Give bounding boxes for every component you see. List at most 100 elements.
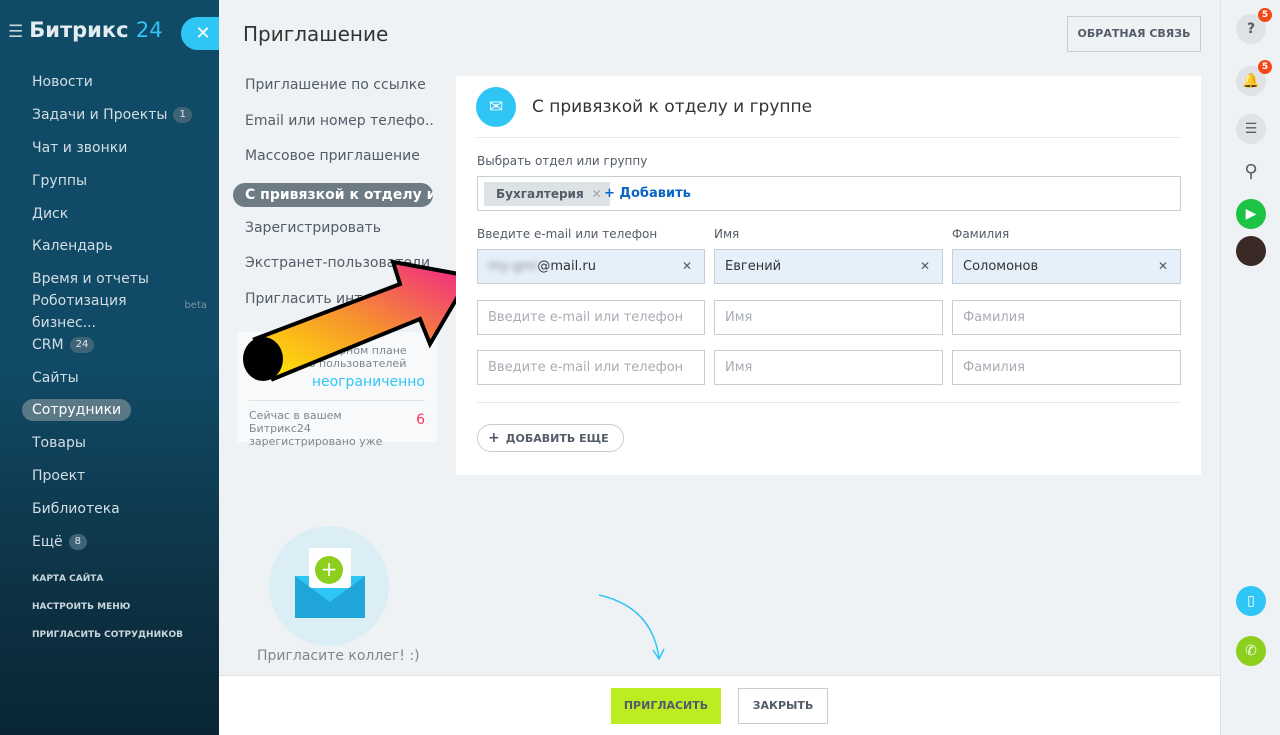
clear-icon[interactable]: ✕ [681, 259, 692, 273]
arrow-annotation-icon [243, 259, 474, 382]
surname-value: Соломонов [963, 259, 1039, 274]
email-field-1[interactable]: my-gmi@mail.ru ✕ [477, 249, 705, 284]
sidebar-item-label: Задачи и Проекты [32, 107, 168, 124]
sidebar-item-label: Проект [32, 467, 86, 484]
invite-panel: Приглашение ОБРАТНАЯ СВЯЗЬ Приглашение п… [219, 0, 1220, 735]
sidebar-item[interactable]: Сайты [20, 361, 219, 394]
beta-tag: beta [184, 299, 207, 311]
help-badge: 5 [1258, 8, 1272, 22]
sidebar-item[interactable]: Задачи и Проекты 1 [20, 99, 219, 132]
menu-item-department[interactable]: С привязкой к отделу и ... [233, 182, 433, 207]
invite-employees-link[interactable]: ПРИГЛАСИТЬ СОТРУДНИКОВ [32, 630, 183, 640]
page-title: Приглашение [243, 22, 389, 46]
sidebar-item[interactable]: Диск [20, 197, 219, 230]
chat-icon[interactable]: ☰ [1236, 114, 1266, 144]
card-title: С привязкой к отделу и группе [532, 96, 813, 117]
name-field-1[interactable]: Евгений ✕ [714, 249, 943, 284]
menu-item-email[interactable]: Email или номер телефо... [245, 112, 433, 129]
invite-colleagues-text: Пригласите коллег! :) [257, 648, 420, 664]
sidebar-item[interactable]: CRM 24 [20, 328, 219, 361]
chat-envelope-icon: ✉ [476, 86, 516, 127]
sidebar-item-label: Чат и звонки [32, 139, 128, 156]
sidebar-item[interactable]: Группы [20, 164, 219, 197]
name-field-3[interactable]: Имя [714, 350, 943, 385]
menu-item-extranet[interactable]: Экстранет-пользователи [245, 255, 431, 271]
footer: ПРИГЛАСИТЬ ЗАКРЫТЬ [219, 675, 1220, 735]
mobile-app-icon[interactable]: ▯ [1236, 586, 1266, 616]
sidebar-item-label: Календарь [32, 238, 113, 255]
phone-icon[interactable]: ✆ [1236, 636, 1266, 666]
configure-menu-link[interactable]: НАСТРОИТЬ МЕНЮ [32, 602, 131, 612]
invite-envelope-icon: + [269, 526, 389, 646]
menu-item-link[interactable]: Приглашение по ссылке [245, 77, 426, 93]
invite-card: ✉ С привязкой к отделу и группе Выбрать … [456, 76, 1201, 475]
name-field-2[interactable]: Имя [714, 300, 943, 335]
sidebar-item[interactable]: Проект [20, 460, 219, 493]
sidebar-item-label: Ещё [32, 533, 63, 550]
sidebar-item-label: Время и отчеты [32, 271, 149, 288]
video-call-icon[interactable]: ▶ [1236, 199, 1266, 229]
card-header: ✉ С привязкой к отделу и группе [476, 76, 1181, 138]
sidebar-item-label: Сотрудники [22, 399, 132, 422]
avatar[interactable] [1236, 236, 1266, 266]
add-dept-link[interactable]: + Добавить [604, 186, 691, 201]
menu-item-register[interactable]: Зарегистрировать [245, 219, 382, 236]
remove-tag-icon[interactable]: ✕ [591, 187, 602, 201]
help-icon[interactable]: ? 5 [1236, 8, 1272, 44]
sidebar-links: КАРТА САЙТА НАСТРОИТЬ МЕНЮ ПРИГЛАСИТЬ СО… [32, 574, 183, 658]
sidebar-item[interactable]: Ещё 8 [20, 525, 219, 558]
counter-badge: 8 [68, 533, 88, 550]
curved-arrow-icon [598, 594, 665, 661]
sidebar-item-label: Новости [32, 74, 93, 91]
email-field-3[interactable]: Введите e-mail или телефон [477, 350, 705, 385]
notif-badge: 5 [1258, 60, 1272, 74]
sidebar-item[interactable]: Библиотека [20, 492, 219, 525]
surname-field-1[interactable]: Соломонов ✕ [952, 249, 1181, 284]
sidebar-item[interactable]: Роботизация бизнес... beta [20, 293, 219, 331]
logo[interactable]: ☰ Битрикс 24 [8, 18, 163, 42]
sidebar-item-label: CRM [32, 336, 64, 353]
sidebar-item[interactable]: Товары [20, 427, 219, 460]
divider [477, 402, 1181, 403]
right-bar: ? 5 🔔 5 ☰ ⚲ ▶ ▯ ✆ [1220, 0, 1280, 735]
search-icon[interactable]: ⚲ [1244, 160, 1258, 182]
bell-icon[interactable]: 🔔 5 [1236, 60, 1272, 96]
sidebar-item-label: Диск [32, 205, 69, 222]
sidebar-item[interactable]: Календарь [20, 230, 219, 263]
sidebar-item-label: Сайты [32, 369, 79, 386]
svg-text:+: + [321, 557, 338, 581]
surname-field-2[interactable]: Фамилия [952, 300, 1181, 335]
site-map-link[interactable]: КАРТА САЙТА [32, 574, 104, 584]
close-button[interactable]: ЗАКРЫТЬ [738, 688, 828, 724]
plan-unlimited: неограниченно [311, 374, 425, 390]
surname-field-3[interactable]: Фамилия [952, 350, 1181, 385]
sidebar-item[interactable]: Сотрудники [20, 394, 219, 427]
col-surname: Фамилия [952, 227, 1010, 241]
invite-button[interactable]: ПРИГЛАСИТЬ [611, 688, 721, 724]
sidebar-item[interactable]: Новости [20, 66, 219, 99]
nav: Новости Задачи и Проекты 1 Чат и звонки Груп… [20, 66, 219, 558]
add-more-label: ДОБАВИТЬ ЕЩЕ [505, 432, 609, 445]
dept-selector[interactable]: Бухгалтерия ✕ + Добавить [477, 176, 1181, 211]
sidebar-item[interactable]: Чат и звонки [20, 132, 219, 165]
sidebar: ☰ Битрикс 24 Новости Задачи и Проекты 1 Чат … [0, 0, 219, 735]
name-value: Евгений [725, 259, 782, 274]
col-name: Имя [714, 227, 740, 241]
add-more-button[interactable]: + ДОБАВИТЬ ЕЩЕ [477, 424, 624, 452]
logo-text: Битрикс [29, 18, 129, 42]
sidebar-item[interactable]: Время и отчеты [20, 263, 219, 296]
email-field-2[interactable]: Введите e-mail или телефон [477, 300, 705, 335]
sidebar-item-label: Группы [32, 172, 88, 189]
menu-item-mass[interactable]: Массовое приглашение [245, 148, 420, 164]
plus-icon: + [488, 430, 500, 446]
close-panel-button[interactable]: ✕ [181, 17, 225, 50]
clear-icon[interactable]: ✕ [1157, 259, 1168, 273]
logo-number: 24 [135, 18, 163, 42]
sidebar-item-label: Товары [32, 435, 86, 452]
feedback-button[interactable]: ОБРАТНАЯ СВЯЗЬ [1067, 16, 1201, 52]
clear-icon[interactable]: ✕ [919, 259, 930, 273]
registered-text: Сейчас в вашем Битрикс24 зарегистрирован… [249, 409, 383, 448]
counter-badge: 1 [173, 107, 192, 124]
col-email: Введите e-mail или телефон [477, 227, 658, 241]
menu-icon[interactable]: ☰ [8, 22, 24, 42]
